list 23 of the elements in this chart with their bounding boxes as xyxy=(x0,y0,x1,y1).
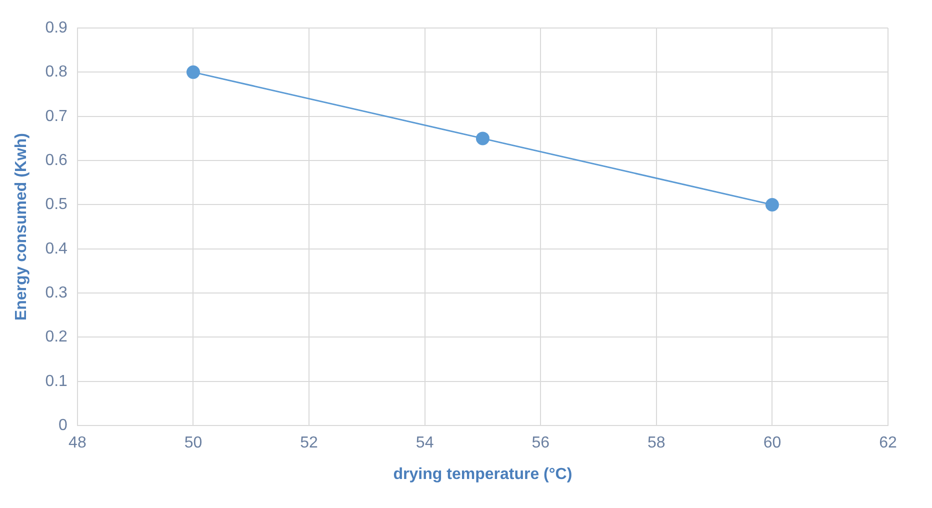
x-tick-label: 62 xyxy=(879,434,897,452)
point xyxy=(186,65,200,79)
y-tick-label: 0.7 xyxy=(45,108,68,125)
y-tick-label: 0.2 xyxy=(45,328,68,346)
y-tick-label: 0.3 xyxy=(45,284,68,302)
x-tick-label: 52 xyxy=(300,434,318,452)
y-tick-label: 0.8 xyxy=(45,64,68,81)
y-tick-label: 0.4 xyxy=(45,240,68,258)
x-tick-label: 50 xyxy=(184,434,202,452)
point xyxy=(765,198,779,212)
y-tick-label: 0.9 xyxy=(45,19,68,36)
x-axis-title: drying temperature (°C) xyxy=(393,466,572,483)
y-axis-title: Energy consumed (Kwh) xyxy=(13,133,30,321)
x-tick-label: 56 xyxy=(532,434,550,452)
y-tick-label: 0.6 xyxy=(45,152,68,169)
point xyxy=(476,132,490,146)
x-tick-label: 48 xyxy=(68,434,86,452)
x-tick-label: 58 xyxy=(648,434,666,452)
x-tick-label: 54 xyxy=(416,434,434,452)
y-tick-label: 0 xyxy=(58,417,68,434)
x-tick-label: 60 xyxy=(763,434,782,452)
y-tick-label: 0.1 xyxy=(45,372,68,390)
y-tick-label: 0.5 xyxy=(45,196,68,214)
